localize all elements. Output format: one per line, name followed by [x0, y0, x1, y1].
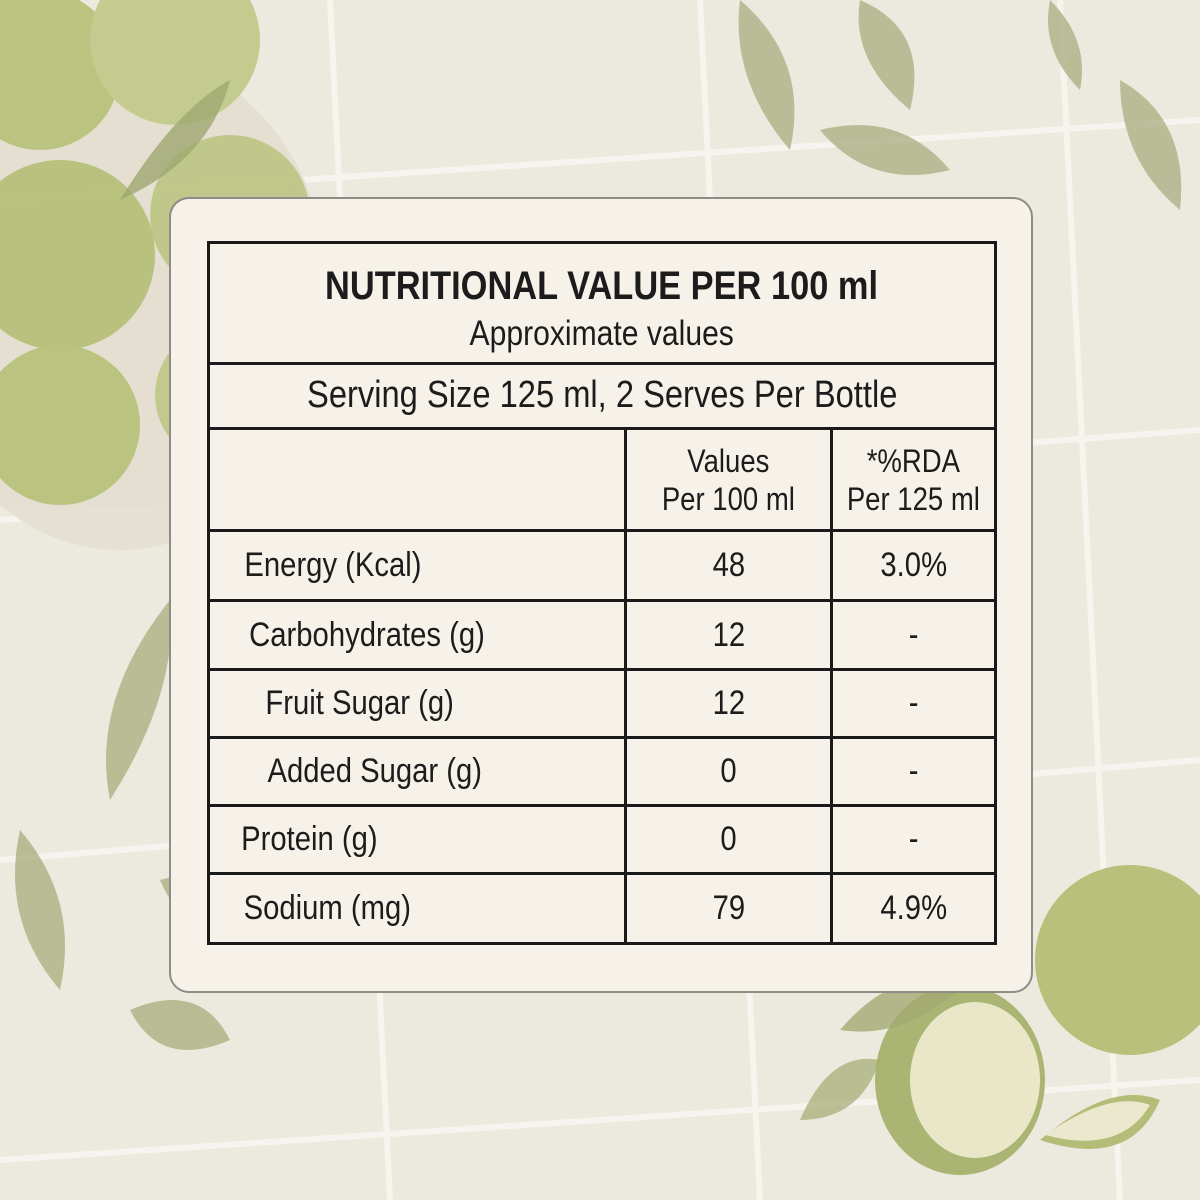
row-label: Added Sugar (g): [267, 752, 483, 790]
row-label: Energy (Kcal): [244, 546, 422, 584]
row-label: Fruit Sugar (g): [265, 684, 454, 722]
nutrition-card: NUTRITIONAL VALUE PER 100 ml Approximate…: [169, 197, 1033, 993]
header-values-line1: Values: [687, 442, 770, 479]
row-value: 48: [624, 532, 830, 599]
row-rda: -: [830, 602, 994, 668]
row-value: 0: [624, 807, 830, 872]
nutrition-table: NUTRITIONAL VALUE PER 100 ml Approximate…: [207, 241, 997, 945]
table-subtitle: Approximate values: [469, 314, 735, 353]
header-rda: *%RDA Per 125 ml: [830, 430, 994, 529]
header-label-cell: [210, 430, 624, 529]
row-label: Carbohydrates (g): [249, 615, 485, 654]
column-header-row: Values Per 100 ml *%RDA Per 125 ml: [210, 430, 994, 532]
lime-bottom-right: [800, 865, 1200, 1175]
row-rda: -: [830, 739, 994, 804]
table-row: Sodium (mg) 79 4.9%: [210, 875, 994, 942]
table-title: NUTRITIONAL VALUE PER 100 ml: [325, 264, 879, 308]
row-rda: -: [830, 671, 994, 736]
row-rda: -: [830, 807, 994, 872]
serving-size: Serving Size 125 ml, 2 Serves Per Bottle: [210, 365, 994, 430]
table-row: Fruit Sugar (g) 12 -: [210, 671, 994, 739]
leaves-top-right: [738, 0, 1182, 210]
row-rda: 4.9%: [830, 875, 994, 942]
row-value: 79: [624, 875, 830, 942]
header-rda-line2: Per 125 ml: [846, 480, 981, 517]
row-rda: 3.0%: [830, 532, 994, 599]
row-value: 12: [624, 602, 830, 668]
table-row: Carbohydrates (g) 12 -: [210, 602, 994, 671]
row-value: 12: [624, 671, 830, 736]
row-label: Sodium (mg): [243, 889, 411, 927]
table-row: Protein (g) 0 -: [210, 807, 994, 875]
table-row: Energy (Kcal) 48 3.0%: [210, 532, 994, 602]
header-rda-line1: *%RDA: [866, 442, 961, 479]
header-values: Values Per 100 ml: [624, 430, 830, 529]
header-values-line2: Per 100 ml: [661, 480, 796, 517]
row-label: Protein (g): [241, 820, 378, 858]
row-value: 0: [624, 739, 830, 804]
table-title-block: NUTRITIONAL VALUE PER 100 ml Approximate…: [210, 244, 994, 365]
table-row: Added Sugar (g) 0 -: [210, 739, 994, 807]
